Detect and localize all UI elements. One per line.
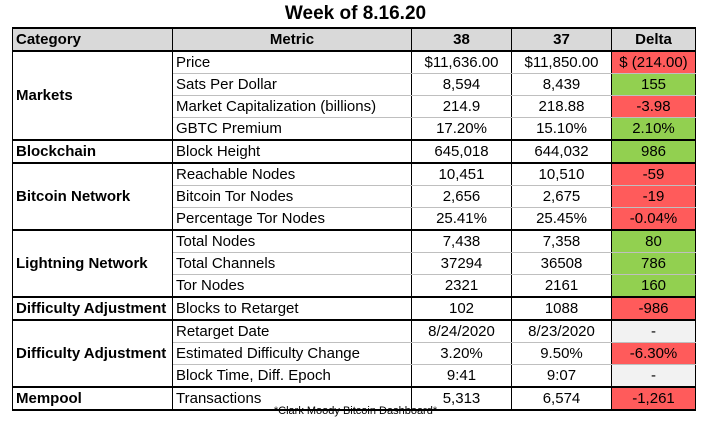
value-week-a-cell: $11,636.00 — [411, 50, 512, 74]
table-row: Difficulty Adjustment Blocks to Retarget 1… — [12, 296, 696, 321]
value-week-a-cell: 17.20% — [411, 117, 512, 141]
header-category: Category — [12, 27, 173, 52]
value-week-b-cell: 15.10% — [511, 117, 612, 141]
value-week-b-cell: 36508 — [511, 252, 612, 275]
metric-cell: Total Nodes — [172, 229, 412, 253]
value-week-b-cell: 9:07 — [511, 364, 612, 388]
table-row: Bitcoin Tor Nodes 2,656 2,675 -19 — [13, 185, 696, 208]
delta-cell: 986 — [611, 139, 696, 164]
delta-cell: 160 — [611, 274, 696, 298]
value-week-a-cell: 102 — [411, 296, 512, 321]
table-row: Markets Price $11,636.00 $11,850.00 $ (214.0… — [12, 50, 696, 141]
table-row: Mempool Transactions 5,313 6,574 -1,261 — [12, 386, 696, 411]
category-cell: Markets — [12, 50, 173, 141]
table-row: Bitcoin Network Reachable Nodes 10,451 10,5… — [12, 162, 696, 231]
value-week-b-cell: 6,574 — [511, 386, 612, 411]
value-week-b-cell: 218.88 — [511, 95, 612, 118]
value-week-b-cell: 9.50% — [511, 342, 612, 365]
value-week-a-cell: 5,313 — [411, 386, 512, 411]
value-week-a-cell: 8,594 — [411, 73, 512, 96]
table-row: GBTC Premium 17.20% 15.10% 2.10% — [13, 117, 696, 141]
value-week-a-cell: 2,656 — [411, 185, 512, 208]
table-row: Lightning Network Total Nodes 7,438 7,358 80 — [12, 229, 696, 298]
value-week-a-cell: 7,438 — [411, 229, 512, 253]
metrics-table: Category Metric 38 37 Delta Markets Price… — [12, 27, 696, 411]
header-metric: Metric — [172, 27, 412, 52]
value-week-b-cell: 8/23/2020 — [511, 319, 612, 343]
delta-cell: 2.10% — [611, 117, 696, 141]
metric-cell: Estimated Difficulty Change — [172, 342, 412, 365]
header-col-a: 38 — [411, 27, 512, 52]
delta-cell: 155 — [611, 73, 696, 96]
delta-cell: -59 — [611, 162, 696, 186]
value-week-a-cell: 3.20% — [411, 342, 512, 365]
value-week-a-cell: 2321 — [411, 274, 512, 298]
value-week-a-cell: 25.41% — [411, 207, 512, 231]
header-col-b: 37 — [511, 27, 612, 52]
delta-cell: -3.98 — [611, 95, 696, 118]
value-week-b-cell: 8,439 — [511, 73, 612, 96]
value-week-b-cell: 2,675 — [511, 185, 612, 208]
value-week-b-cell: 10,510 — [511, 162, 612, 186]
delta-cell: 80 — [611, 229, 696, 253]
delta-cell: -986 — [611, 296, 696, 321]
delta-cell: -1,261 — [611, 386, 696, 411]
table-body: Markets Price $11,636.00 $11,850.00 $ (214.0… — [12, 50, 696, 411]
category-cell: Bitcoin Network — [12, 162, 173, 231]
value-week-b-cell: 25.45% — [511, 207, 612, 231]
metric-cell: Sats Per Dollar — [172, 73, 412, 96]
category-cell: Blockchain — [12, 139, 173, 164]
table-row: Blockchain Block Height 645,018 644,032 986 — [12, 139, 696, 164]
category-cell: Difficulty Adjustment — [12, 296, 173, 321]
table-row: Estimated Difficulty Change 3.20% 9.50% -6.… — [13, 342, 696, 365]
table-row: Market Capitalization (billions) 214.9 218… — [13, 95, 696, 118]
metric-cell: Tor Nodes — [172, 274, 412, 298]
metric-cell: Price — [172, 50, 412, 74]
source-footnote: *Clark Moody Bitcoin Dashboard* — [273, 405, 438, 417]
value-week-a-cell: 37294 — [411, 252, 512, 275]
metric-cell: Retarget Date — [172, 319, 412, 343]
table-row: Block Time, Diff. Epoch 9:41 9:07- — [13, 364, 696, 388]
delta-cell: -6.30% — [611, 342, 696, 365]
value-week-b-cell: $11,850.00 — [511, 50, 612, 74]
value-week-a-cell: 9:41 — [411, 364, 512, 388]
delta-cell: - — [611, 319, 696, 343]
delta-cell: - — [611, 364, 696, 388]
value-week-b-cell: 1088 — [511, 296, 612, 321]
value-week-a-cell: 645,018 — [411, 139, 512, 164]
metric-cell: Reachable Nodes — [172, 162, 412, 186]
delta-cell: -19 — [611, 185, 696, 208]
table-row: Sats Per Dollar 8,594 8,439 155 — [13, 73, 696, 96]
category-cell: Mempool — [12, 386, 173, 411]
delta-cell: -0.04% — [611, 207, 696, 231]
value-week-b-cell: 7,358 — [511, 229, 612, 253]
table-row: Total Channels 37294 36508 786 — [13, 252, 696, 275]
metric-cell: GBTC Premium — [172, 117, 412, 141]
metric-cell: Blocks to Retarget — [172, 296, 412, 321]
metric-cell: Total Channels — [172, 252, 412, 275]
value-week-a-cell: 8/24/2020 — [411, 319, 512, 343]
metric-cell: Block Height — [172, 139, 412, 164]
table-row: Difficulty Adjustment Retarget Date 8/24/2… — [12, 319, 696, 388]
delta-cell: $ (214.00) — [611, 50, 696, 74]
category-cell: Difficulty Adjustment — [12, 319, 173, 388]
value-week-b-cell: 2161 — [511, 274, 612, 298]
metric-cell: Bitcoin Tor Nodes — [172, 185, 412, 208]
category-cell: Lightning Network — [12, 229, 173, 298]
metric-cell: Transactions — [172, 386, 412, 411]
value-week-a-cell: 10,451 — [411, 162, 512, 186]
metric-cell: Block Time, Diff. Epoch — [172, 364, 412, 388]
metric-cell: Percentage Tor Nodes — [172, 207, 412, 231]
table-title: Week of 8.16.20 — [284, 3, 427, 24]
header-row: Category Metric 38 37 Delta — [12, 27, 696, 52]
value-week-a-cell: 214.9 — [411, 95, 512, 118]
header-delta: Delta — [611, 27, 696, 52]
table-row: Percentage Tor Nodes 25.41% 25.45% -0.04% — [13, 207, 696, 231]
value-week-b-cell: 644,032 — [511, 139, 612, 164]
metric-cell: Market Capitalization (billions) — [172, 95, 412, 118]
delta-cell: 786 — [611, 252, 696, 275]
